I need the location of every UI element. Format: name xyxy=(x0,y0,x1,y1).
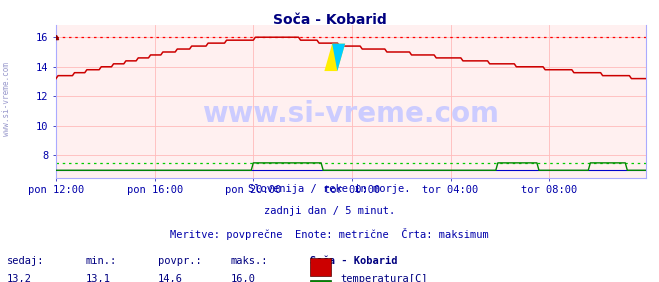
Text: Soča - Kobarid: Soča - Kobarid xyxy=(310,255,397,266)
Text: Slovenija / reke in morje.: Slovenija / reke in morje. xyxy=(248,184,411,193)
Text: zadnji dan / 5 minut.: zadnji dan / 5 minut. xyxy=(264,206,395,216)
Text: 14,6: 14,6 xyxy=(158,274,183,282)
Polygon shape xyxy=(332,44,345,71)
Text: www.si-vreme.com: www.si-vreme.com xyxy=(202,100,500,128)
Text: 13,2: 13,2 xyxy=(7,274,32,282)
Bar xyxy=(310,280,331,282)
Text: maks.:: maks.: xyxy=(231,255,268,266)
Text: sedaj:: sedaj: xyxy=(7,255,44,266)
Text: 16,0: 16,0 xyxy=(231,274,256,282)
Text: Soča - Kobarid: Soča - Kobarid xyxy=(273,13,386,27)
Text: www.si-vreme.com: www.si-vreme.com xyxy=(2,62,11,136)
Text: temperatura[C]: temperatura[C] xyxy=(341,274,428,282)
Text: min.:: min.: xyxy=(86,255,117,266)
Bar xyxy=(310,258,331,276)
Polygon shape xyxy=(324,44,345,71)
Text: Meritve: povprečne  Enote: metrične  Črta: maksimum: Meritve: povprečne Enote: metrične Črta:… xyxy=(170,228,489,240)
Text: povpr.:: povpr.: xyxy=(158,255,202,266)
Text: 13,1: 13,1 xyxy=(86,274,111,282)
